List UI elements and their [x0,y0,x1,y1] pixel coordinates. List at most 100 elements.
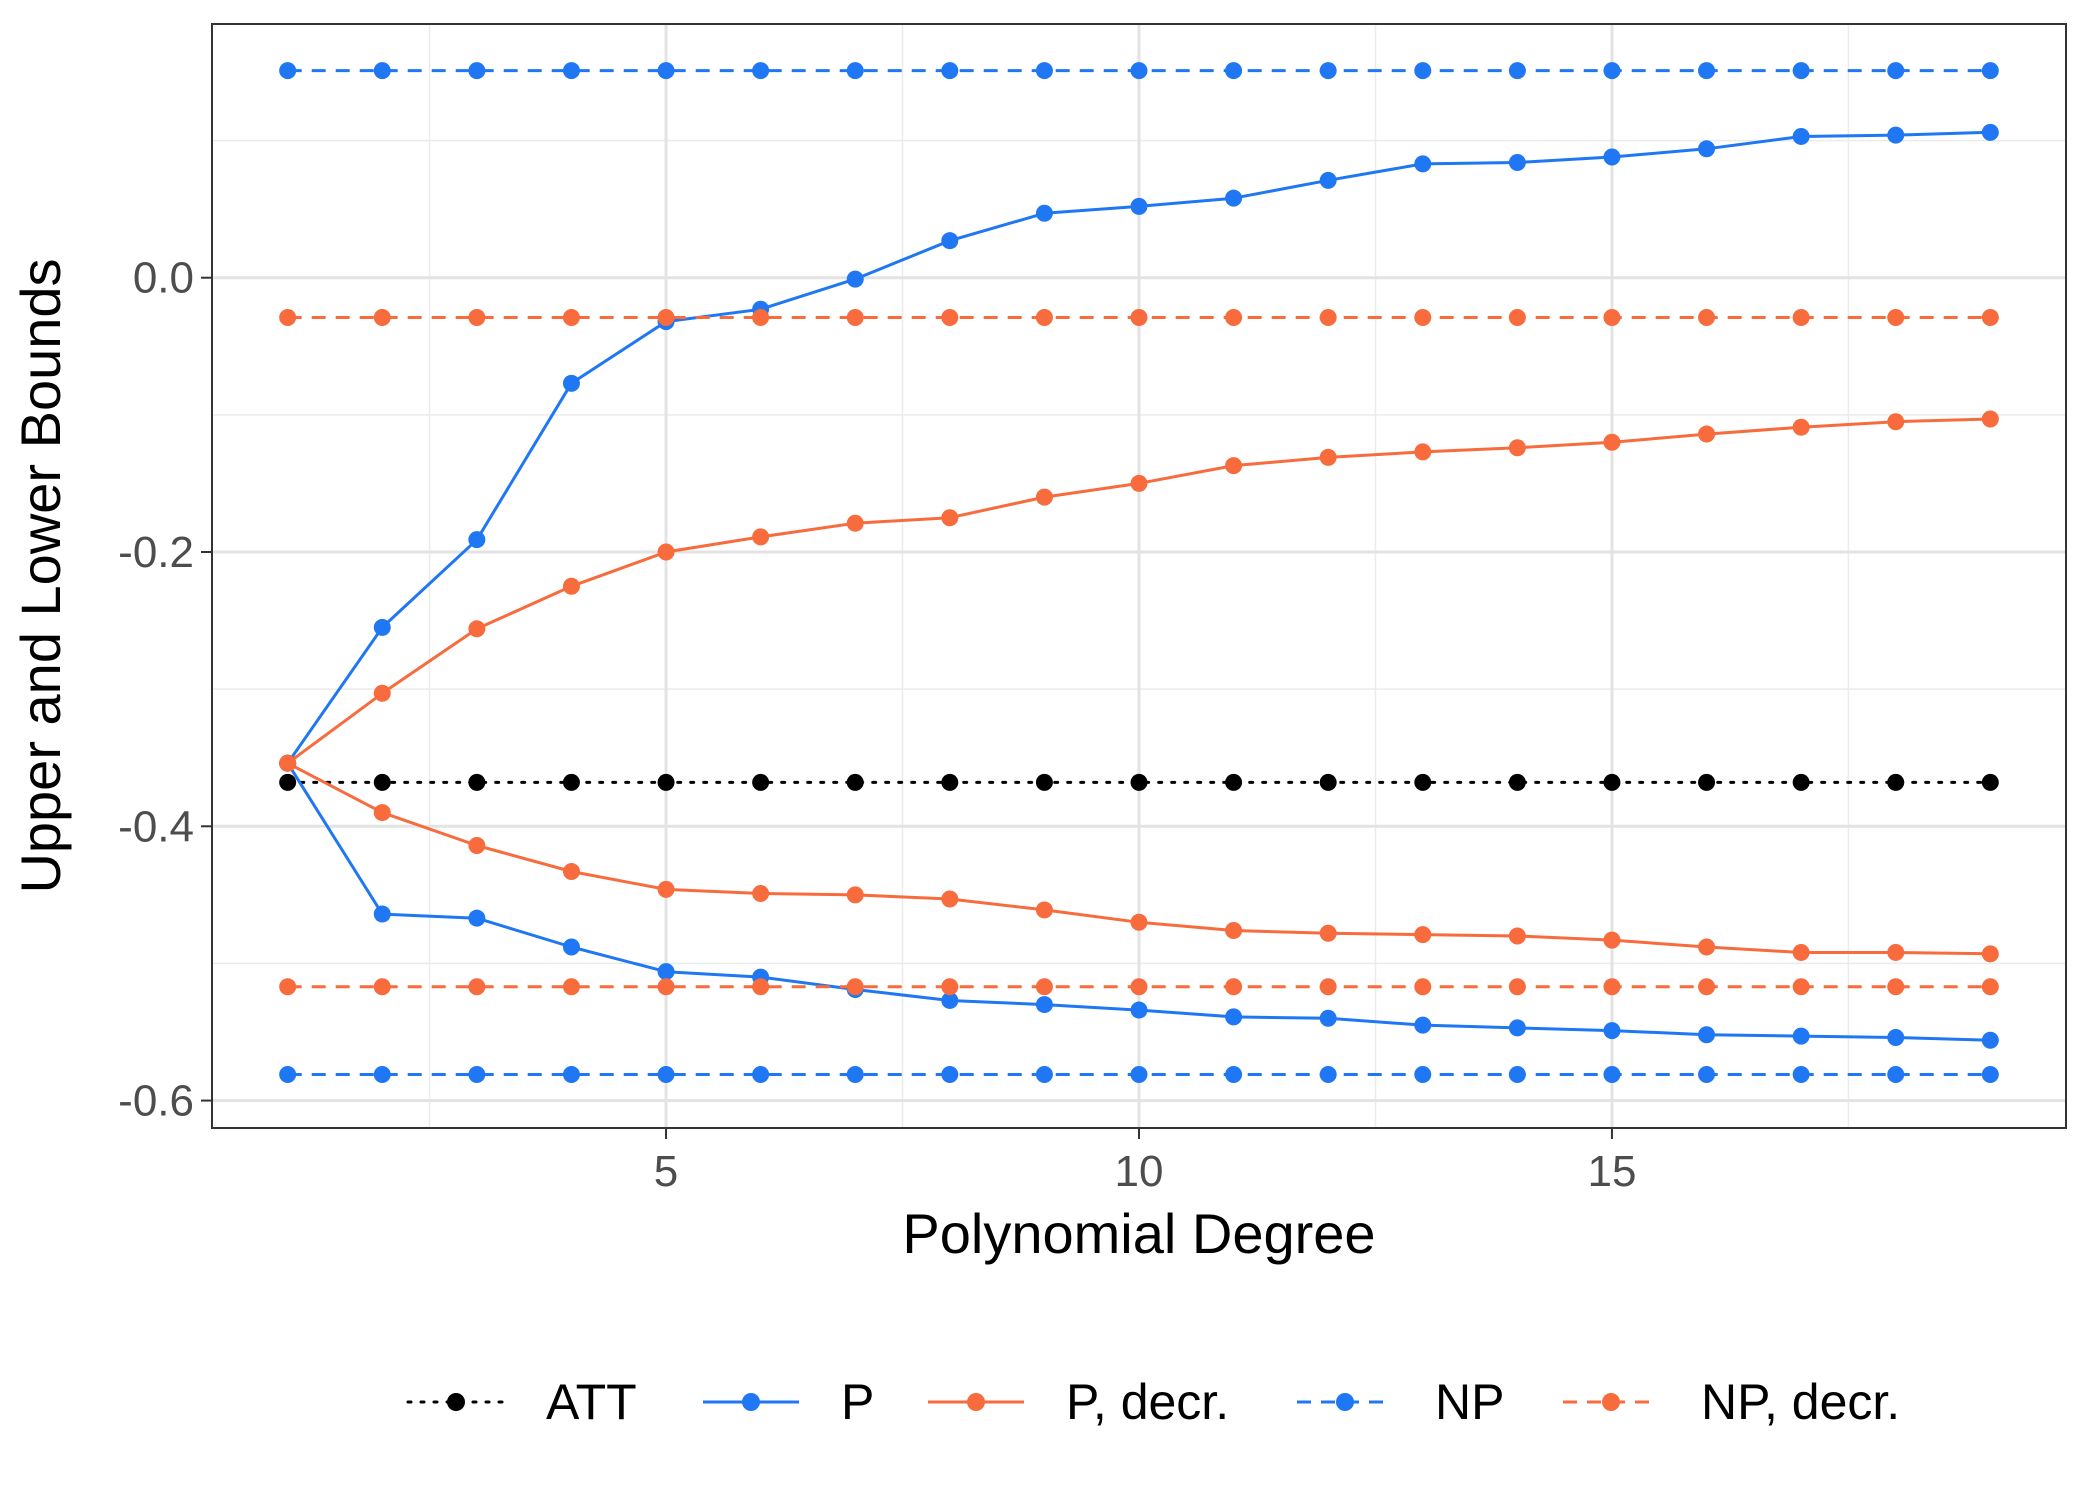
data-point [1981,410,1999,428]
data-point [657,773,675,791]
data-point [657,978,675,996]
data-point [1414,978,1432,996]
data-point [1319,978,1337,996]
legend-key-point [742,1393,760,1411]
legend-label: ATT [546,1374,637,1430]
data-point [1130,197,1148,215]
data-point [846,514,864,532]
data-point [657,308,675,326]
data-point [1698,425,1716,443]
data-point [1792,943,1810,961]
data-point [941,773,959,791]
legend-label: NP [1435,1374,1504,1430]
data-point [846,886,864,904]
data-point [941,991,959,1009]
data-point [1603,773,1621,791]
data-point [752,773,770,791]
data-point [1225,308,1243,326]
legend-key-point [447,1393,465,1411]
data-point [1319,773,1337,791]
data-point [1508,308,1526,326]
data-point [1887,413,1905,431]
data-point [279,1066,297,1084]
data-point [1981,62,1999,80]
data-point [373,1066,391,1084]
data-point [1508,62,1526,80]
data-point [373,773,391,791]
data-point [1035,62,1053,80]
data-point [468,909,486,927]
data-point [562,62,580,80]
data-point [1130,474,1148,492]
data-point [1981,773,1999,791]
data-point [562,863,580,881]
data-point [1981,308,1999,326]
data-point [1414,926,1432,944]
data-point [941,62,959,80]
legend-key-point [1336,1393,1354,1411]
y-tick-label: -0.4 [118,802,194,851]
data-point [1603,1066,1621,1084]
data-point [941,890,959,908]
data-point [373,618,391,636]
data-point [373,62,391,80]
data-point [846,270,864,288]
data-point [1319,308,1337,326]
data-point [1887,1066,1905,1084]
data-point [1508,1019,1526,1037]
data-point [1414,155,1432,173]
data-point [373,308,391,326]
data-point [1319,924,1337,942]
legend-label: P, decr. [1066,1374,1229,1430]
data-point [1698,978,1716,996]
data-point [1319,1009,1337,1027]
data-point [1414,773,1432,791]
data-point [1508,439,1526,457]
data-point [1225,922,1243,940]
data-point [562,978,580,996]
legend-label: NP, decr. [1701,1374,1900,1430]
series-layer [279,62,1999,1084]
data-point [752,62,770,80]
data-point [373,684,391,702]
y-tick-label: 0.0 [133,254,194,303]
data-point [1603,148,1621,166]
data-point [468,308,486,326]
data-point [1981,1031,1999,1049]
data-point [752,1066,770,1084]
data-point [373,978,391,996]
data-point [1698,773,1716,791]
data-point [1130,1066,1148,1084]
data-point [468,62,486,80]
data-point [468,836,486,854]
data-point [941,1066,959,1084]
data-point [562,773,580,791]
data-point [1035,1066,1053,1084]
data-point [1035,308,1053,326]
data-point [1225,457,1243,475]
data-point [1225,1008,1243,1026]
data-point [1035,978,1053,996]
data-point [1887,773,1905,791]
data-point [562,577,580,595]
data-point [468,773,486,791]
data-point [657,543,675,561]
data-point [1698,140,1716,158]
data-point [1130,978,1148,996]
data-point [1508,1066,1526,1084]
data-point [846,773,864,791]
data-point [1319,62,1337,80]
data-point [1792,1066,1810,1084]
x-tick-label: 5 [654,1147,678,1196]
data-point [1414,62,1432,80]
data-point [1698,1066,1716,1084]
data-point [468,531,486,549]
data-point [562,938,580,956]
data-point [1603,308,1621,326]
data-point [1792,418,1810,436]
data-point [846,308,864,326]
data-point [752,884,770,902]
data-point [1319,171,1337,189]
